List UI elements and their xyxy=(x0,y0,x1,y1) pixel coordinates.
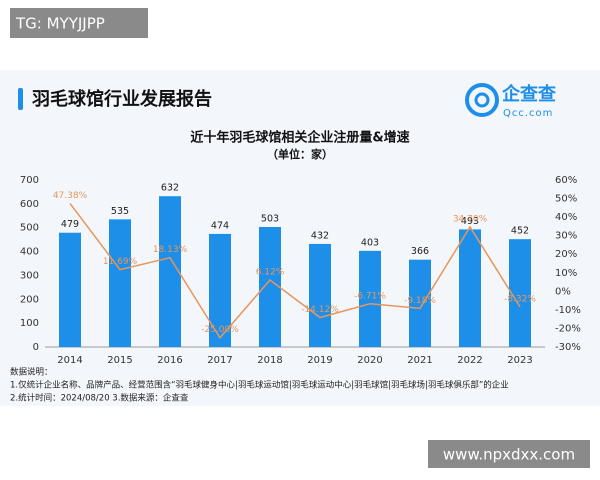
x-tick-label: 2022 xyxy=(457,355,482,366)
line-value-label: -14.12% xyxy=(301,305,339,315)
y-tick-label: 200 xyxy=(20,294,39,305)
watermark-box xyxy=(428,440,590,468)
y2-tick-label: 30% xyxy=(555,231,577,242)
line-value-label: -9.18% xyxy=(404,296,436,306)
note: 2.统计时间：2024/08/20 3.数据来源：企查查 xyxy=(10,393,189,404)
x-tick-label: 2023 xyxy=(507,355,532,366)
y2-tick-label: -20% xyxy=(555,323,581,334)
line-value-label: -8.32% xyxy=(504,294,536,304)
note: 数据说明： xyxy=(10,367,53,378)
note: 1.仅统计企业名称、品牌产品、经营范围含“羽毛球健身中心|羽毛球运动馆|羽毛球运… xyxy=(10,380,509,391)
line-value-label: 34.70% xyxy=(453,214,488,224)
bar xyxy=(109,219,131,347)
bar xyxy=(409,259,431,347)
header-title: 羽毛球馆行业发展报告 xyxy=(32,88,212,110)
line-value-label: -6.71% xyxy=(354,291,386,301)
x-tick-label: 2014 xyxy=(57,355,82,366)
watermark-box xyxy=(10,8,148,38)
chart-title: 近十年羽毛球馆相关企业注册量&增速 xyxy=(190,130,409,146)
x-tick-label: 2019 xyxy=(307,355,332,366)
line-value-label: 18.13% xyxy=(153,245,188,255)
bar-value-label: 493 xyxy=(461,216,479,227)
y2-tick-label: 20% xyxy=(555,249,577,260)
y2-tick-label: 60% xyxy=(555,175,577,186)
y-tick-label: 500 xyxy=(20,223,39,234)
bar-value-label: 452 xyxy=(511,226,529,237)
x-tick-label: 2015 xyxy=(107,355,132,366)
line-value-label: 11.69% xyxy=(103,257,138,267)
watermark-top: TG: MYYJJPP xyxy=(15,15,105,33)
y2-tick-label: 40% xyxy=(555,212,577,223)
watermark-bottom: www.npxdxx.com xyxy=(443,446,575,464)
x-tick-label: 2016 xyxy=(157,355,182,366)
bar xyxy=(209,233,231,347)
bar-value-label: 432 xyxy=(311,230,329,241)
line-value-label: 6.12% xyxy=(256,267,285,277)
y-tick-label: 300 xyxy=(20,270,39,281)
x-tick-label: 2017 xyxy=(207,355,232,366)
growth-line xyxy=(69,202,521,339)
logo-icon-inner xyxy=(474,92,490,108)
bar-value-label: 535 xyxy=(111,206,129,217)
bar-value-label: 474 xyxy=(211,220,229,231)
x-tick-label: 2018 xyxy=(257,355,282,366)
line-value-label: -25.00% xyxy=(201,325,239,335)
y2-tick-label: 10% xyxy=(555,268,577,279)
bar-value-label: 632 xyxy=(161,183,179,194)
bar xyxy=(309,243,331,347)
bar xyxy=(359,250,381,347)
y-tick-label: 0 xyxy=(33,342,39,353)
logo-url: Qcc.com xyxy=(503,108,553,119)
bar-value-label: 403 xyxy=(361,237,379,248)
bar xyxy=(259,226,281,347)
y2-tick-label: 50% xyxy=(555,194,577,205)
logo-icon xyxy=(465,83,499,117)
bar xyxy=(159,196,181,347)
line-value-label: 47.38% xyxy=(53,191,88,201)
header-accent xyxy=(18,88,23,110)
y2-tick-label: -30% xyxy=(555,342,581,353)
y-tick-label: 600 xyxy=(20,199,39,210)
x-tick-label: 2020 xyxy=(357,355,382,366)
x-tick-label: 2021 xyxy=(407,355,432,366)
y2-tick-label: 0% xyxy=(555,286,571,297)
y-tick-label: 700 xyxy=(20,175,39,186)
report-panel xyxy=(0,70,600,406)
bar xyxy=(59,232,81,347)
y-tick-label: 400 xyxy=(20,247,39,258)
y2-tick-label: -10% xyxy=(555,305,581,316)
chart-subtitle: （单位：家） xyxy=(267,147,333,161)
bar-value-label: 479 xyxy=(61,219,79,230)
bar xyxy=(459,229,481,347)
y-tick-label: 100 xyxy=(20,318,39,329)
bar-value-label: 366 xyxy=(411,246,429,257)
bar-value-label: 503 xyxy=(261,213,279,224)
logo-name: 企查查 xyxy=(501,83,556,105)
bar xyxy=(509,239,531,347)
